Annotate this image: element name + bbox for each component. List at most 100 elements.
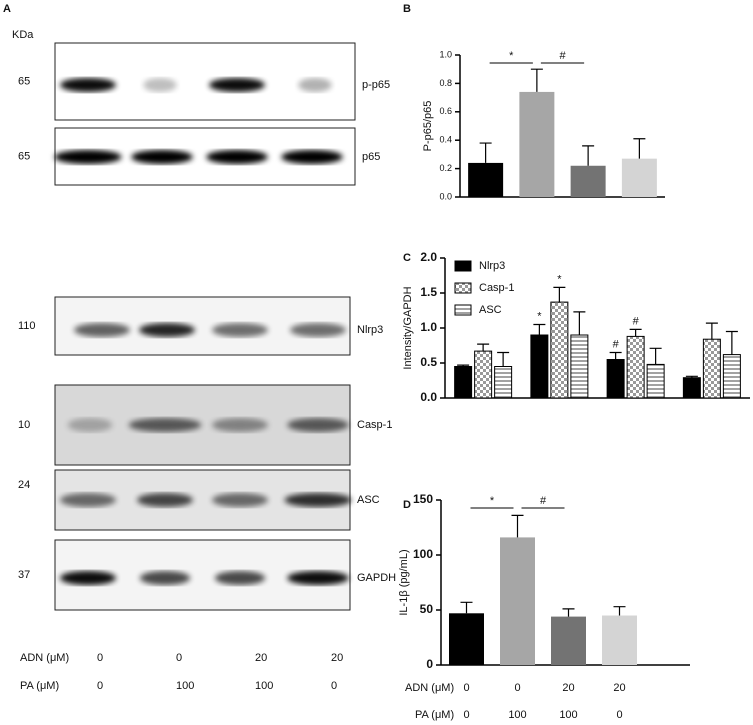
y-tick-label: 150 bbox=[413, 492, 433, 506]
condition-value: 0 bbox=[463, 709, 469, 721]
bar bbox=[702, 338, 721, 399]
error-bar bbox=[497, 351, 510, 367]
condition-value: 100 bbox=[176, 680, 194, 692]
blot-band bbox=[287, 418, 349, 432]
y-tick-label: 0.8 bbox=[439, 78, 452, 88]
y-tick-label: 50 bbox=[420, 602, 434, 616]
bar bbox=[682, 377, 701, 399]
y-tick-label: 0.0 bbox=[439, 191, 452, 201]
y-tick-label: 0 bbox=[426, 657, 433, 671]
kda-label: 10 bbox=[18, 419, 30, 431]
y-tick-label: 0.2 bbox=[439, 163, 452, 173]
legend-label: ASC bbox=[479, 304, 502, 316]
blot-band bbox=[143, 78, 177, 92]
condition-value: 20 bbox=[331, 652, 343, 664]
condition-value: 20 bbox=[562, 682, 574, 694]
blot-band bbox=[287, 571, 349, 585]
kda-label: 37 bbox=[18, 569, 30, 581]
protein-label: p65 bbox=[362, 151, 380, 163]
legend-label: Casp-1 bbox=[479, 282, 514, 294]
blot-band bbox=[290, 323, 346, 337]
blot-band bbox=[67, 418, 113, 432]
panel-label: C bbox=[403, 252, 411, 264]
condition-value: 0 bbox=[463, 682, 469, 694]
legend-label: Nlrp3 bbox=[479, 260, 505, 272]
blot-band bbox=[209, 78, 265, 92]
bar bbox=[570, 165, 606, 197]
condition-value: 20 bbox=[613, 682, 625, 694]
blot-band bbox=[60, 571, 116, 585]
error-bar bbox=[457, 364, 470, 367]
y-tick-label: 1.0 bbox=[420, 320, 437, 334]
bar bbox=[530, 334, 549, 399]
condition-value: 0 bbox=[616, 709, 622, 721]
condition-value: 100 bbox=[255, 680, 273, 692]
blot-band bbox=[212, 418, 268, 432]
kda-label: 65 bbox=[18, 150, 30, 162]
condition-value: 20 bbox=[255, 652, 267, 664]
protein-label: ASC bbox=[357, 494, 380, 506]
legend-swatch bbox=[454, 282, 472, 294]
bar bbox=[551, 616, 586, 665]
blot-band bbox=[298, 78, 332, 92]
error-bar bbox=[633, 138, 646, 159]
legend-swatch bbox=[454, 260, 472, 272]
error-bar bbox=[479, 142, 492, 163]
y-tick-label: 1.0 bbox=[439, 49, 452, 59]
significance-mark: * bbox=[490, 495, 495, 507]
error-bar bbox=[725, 330, 738, 355]
condition-label: ADN (μM) bbox=[20, 652, 69, 664]
legend-swatch bbox=[454, 304, 472, 316]
y-axis-label: P-p65/p65 bbox=[422, 101, 434, 152]
kda-label: 65 bbox=[18, 75, 30, 87]
condition-value: 100 bbox=[559, 709, 577, 721]
kda-unit: KDa bbox=[12, 29, 34, 41]
bar bbox=[500, 537, 535, 665]
condition-label: PA (μM) bbox=[20, 680, 59, 692]
significance-mark: * bbox=[557, 273, 562, 285]
error-bar bbox=[582, 145, 595, 166]
blot-band bbox=[281, 150, 343, 164]
bar bbox=[494, 366, 513, 399]
condition-value: 0 bbox=[176, 652, 182, 664]
error-bar bbox=[629, 328, 642, 337]
bar bbox=[722, 354, 741, 399]
error-bar bbox=[460, 601, 473, 614]
condition-value: 0 bbox=[514, 682, 520, 694]
blot-band bbox=[206, 150, 268, 164]
y-axis-label: IL-1β (pg/mL) bbox=[398, 549, 410, 615]
blot-band bbox=[212, 323, 268, 337]
blot-band bbox=[137, 493, 193, 507]
significance-mark: # bbox=[633, 315, 640, 327]
panel-label: B bbox=[403, 3, 411, 15]
condition-value: 0 bbox=[97, 680, 103, 692]
error-bar bbox=[705, 322, 718, 340]
blot-band bbox=[128, 418, 202, 432]
protein-label: p-p65 bbox=[362, 79, 390, 91]
blot-band bbox=[60, 493, 116, 507]
bar bbox=[474, 350, 493, 399]
y-tick-label: 100 bbox=[413, 547, 433, 561]
bar bbox=[602, 615, 637, 665]
y-tick-label: 0.6 bbox=[439, 106, 452, 116]
condition-value: 100 bbox=[508, 709, 526, 721]
y-axis-label: Intensity/GAPDH bbox=[402, 286, 414, 369]
bar bbox=[626, 335, 645, 399]
bar bbox=[570, 334, 589, 399]
condition-value: 0 bbox=[97, 652, 103, 664]
error-bar bbox=[685, 375, 698, 378]
panel-label: D bbox=[403, 499, 411, 511]
bar bbox=[606, 359, 625, 399]
panel-label: A bbox=[3, 3, 11, 15]
bar bbox=[468, 162, 504, 197]
significance-mark: # bbox=[559, 50, 566, 62]
significance-mark: # bbox=[540, 495, 547, 507]
blot-band bbox=[139, 323, 195, 337]
y-tick-label: 0.4 bbox=[439, 135, 452, 145]
condition-label: PA (μM) bbox=[415, 709, 454, 721]
error-bar bbox=[609, 351, 622, 360]
y-tick-label: 0.5 bbox=[420, 355, 437, 369]
bar bbox=[449, 613, 484, 665]
error-bar bbox=[613, 606, 626, 616]
